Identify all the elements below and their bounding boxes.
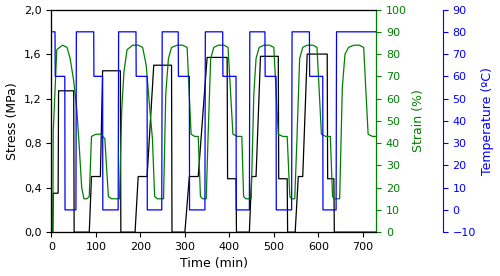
Y-axis label: Strain (%): Strain (%) [412,89,426,152]
Y-axis label: Stress (MPa): Stress (MPa) [6,82,18,160]
Y-axis label: Temperature (ºC): Temperature (ºC) [482,67,494,175]
X-axis label: Time (min): Time (min) [180,258,248,270]
